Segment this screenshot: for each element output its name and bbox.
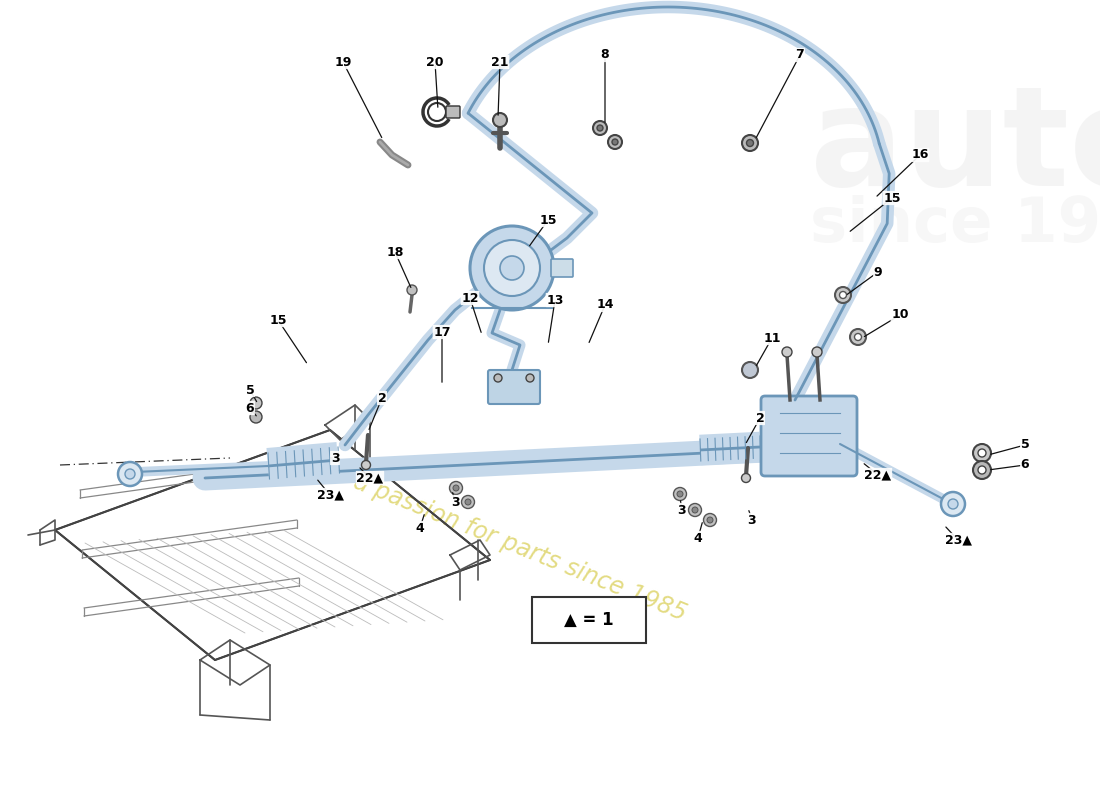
Circle shape [612,139,618,145]
Text: 4: 4 [416,522,425,534]
Text: ▲ = 1: ▲ = 1 [564,611,614,629]
Circle shape [484,240,540,296]
Circle shape [855,334,861,341]
Circle shape [673,487,686,501]
Text: 17: 17 [433,326,451,338]
Text: 22▲: 22▲ [356,471,384,485]
Circle shape [250,397,262,409]
Text: 2: 2 [377,391,386,405]
Text: 12: 12 [461,291,478,305]
Text: 4: 4 [694,531,703,545]
Text: 23▲: 23▲ [317,489,343,502]
Circle shape [407,285,417,295]
Text: a passion for parts since 1985: a passion for parts since 1985 [350,470,690,626]
FancyBboxPatch shape [532,597,646,643]
FancyBboxPatch shape [488,370,540,404]
Circle shape [978,449,986,457]
Text: 3: 3 [678,503,686,517]
Circle shape [500,256,524,280]
Circle shape [741,474,750,482]
Circle shape [704,514,716,526]
Circle shape [526,374,534,382]
Text: autobes: autobes [810,80,1100,215]
Circle shape [835,287,851,303]
Circle shape [250,411,262,423]
Circle shape [362,461,371,470]
Text: 6: 6 [1021,458,1030,471]
Text: 3: 3 [331,451,339,465]
Circle shape [493,113,507,127]
Circle shape [450,482,462,494]
Text: 7: 7 [795,49,804,62]
Text: 16: 16 [911,149,928,162]
Circle shape [978,466,986,474]
Circle shape [839,291,847,298]
Circle shape [125,469,135,479]
Text: 14: 14 [596,298,614,311]
Text: 21: 21 [492,55,508,69]
Text: since 1985: since 1985 [810,195,1100,255]
Text: 15: 15 [883,191,901,205]
Text: 23▲: 23▲ [945,534,971,546]
Text: 3: 3 [748,514,757,526]
Circle shape [812,347,822,357]
FancyBboxPatch shape [551,259,573,277]
FancyBboxPatch shape [761,396,857,476]
Circle shape [597,125,603,131]
Circle shape [494,374,502,382]
Text: 9: 9 [873,266,882,278]
Circle shape [453,485,459,491]
Circle shape [742,135,758,151]
Circle shape [974,461,991,479]
Text: 11: 11 [763,331,781,345]
Text: 18: 18 [386,246,404,258]
FancyBboxPatch shape [446,106,460,118]
Circle shape [593,121,607,135]
Circle shape [465,499,471,505]
Text: 8: 8 [601,49,609,62]
Text: 20: 20 [427,55,443,69]
Circle shape [742,362,758,378]
Circle shape [428,103,446,121]
Text: 13: 13 [547,294,563,306]
Circle shape [692,507,698,513]
Text: 10: 10 [891,309,909,322]
Circle shape [462,495,474,509]
Text: 15: 15 [270,314,287,326]
Circle shape [676,491,683,497]
Circle shape [940,492,965,516]
Circle shape [707,517,713,523]
Circle shape [974,444,991,462]
Text: 5: 5 [1021,438,1030,451]
Circle shape [608,135,622,149]
Text: 15: 15 [539,214,557,226]
Text: 6: 6 [245,402,254,414]
Circle shape [948,499,958,509]
Circle shape [118,462,142,486]
Circle shape [747,139,754,146]
Circle shape [782,347,792,357]
Text: 22▲: 22▲ [865,469,892,482]
Circle shape [470,226,554,310]
Text: 5: 5 [245,383,254,397]
Circle shape [689,503,702,517]
Text: 2: 2 [756,411,764,425]
Circle shape [850,329,866,345]
Text: 19: 19 [334,55,352,69]
Text: 3: 3 [451,495,460,509]
